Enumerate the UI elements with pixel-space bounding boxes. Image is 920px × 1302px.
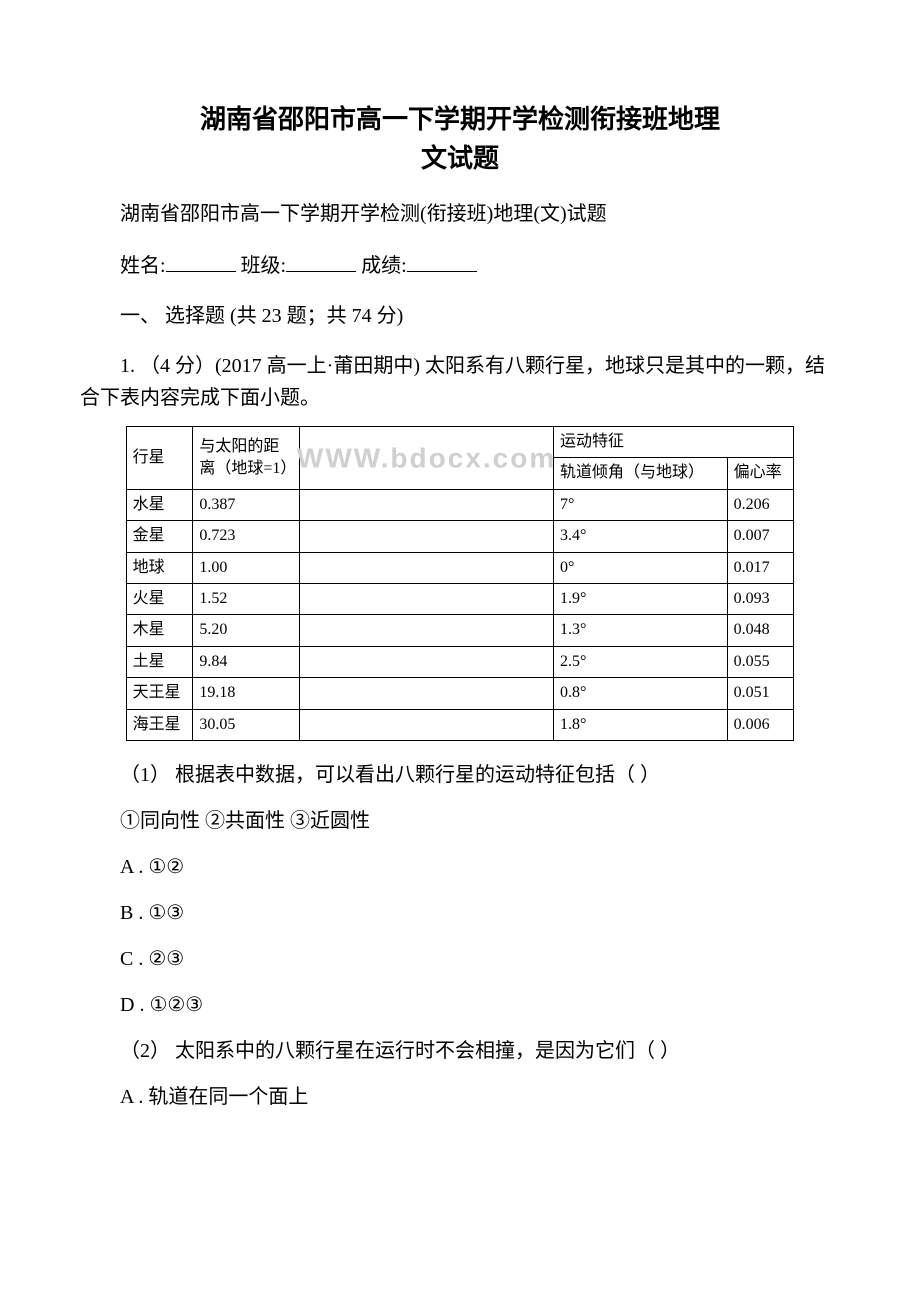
sub-question-2: （2） 太阳系中的八颗行星在运行时不会相撞，是因为它们（ ）	[80, 1035, 840, 1067]
planets-table: 行星 与太阳的距离（地球=1） WWW.bdocx.com 运动特征 轨道倾角（…	[126, 426, 795, 741]
table-row: 金星 0.723 3.4° 0.007	[126, 521, 794, 552]
table-row: 水星 0.387 7° 0.206	[126, 489, 794, 520]
cell-planet: 火星	[126, 583, 193, 614]
cell-angle: 0.8°	[553, 678, 727, 709]
header-motion: 运动特征	[553, 427, 793, 458]
cell-planet: 海王星	[126, 709, 193, 740]
cell-planet: 木星	[126, 615, 193, 646]
cell-ecc: 0.206	[727, 489, 794, 520]
score-label: 成绩:	[361, 255, 407, 277]
question-1-stem: 1. （4 分）(2017 高一上·莆田期中) 太阳系有八颗行星，地球只是其中的…	[80, 350, 840, 414]
option-a-1: A . ①②	[80, 851, 840, 883]
header-angle: 轨道倾角（与地球）	[553, 458, 727, 489]
title-line-1: 湖南省邵阳市高一下学期开学检测衔接班地理	[200, 105, 720, 134]
cell-spacer	[300, 489, 554, 520]
cell-distance: 9.84	[193, 646, 300, 677]
cell-ecc: 0.006	[727, 709, 794, 740]
option-b-1: B . ①③	[80, 897, 840, 929]
name-label: 姓名:	[120, 255, 166, 277]
cell-angle: 1.9°	[553, 583, 727, 614]
option-a-2: A . 轨道在同一个面上	[80, 1081, 840, 1113]
table-row: 天王星 19.18 0.8° 0.051	[126, 678, 794, 709]
student-info-line: 姓名: 班级: 成绩:	[80, 248, 840, 282]
cell-distance: 1.00	[193, 552, 300, 583]
page-title: 湖南省邵阳市高一下学期开学检测衔接班地理 文试题	[80, 100, 840, 178]
cell-distance: 1.52	[193, 583, 300, 614]
option-d-1: D . ①②③	[80, 989, 840, 1021]
cell-angle: 3.4°	[553, 521, 727, 552]
class-blank	[286, 248, 356, 272]
cell-angle: 2.5°	[553, 646, 727, 677]
table-row: 木星 5.20 1.3° 0.048	[126, 615, 794, 646]
cell-distance: 0.387	[193, 489, 300, 520]
cell-angle: 1.3°	[553, 615, 727, 646]
section-header: 一、 选择题 (共 23 题；共 74 分)	[80, 300, 840, 332]
cell-spacer	[300, 552, 554, 583]
cell-planet: 水星	[126, 489, 193, 520]
cell-ecc: 0.093	[727, 583, 794, 614]
cell-planet: 金星	[126, 521, 193, 552]
cell-angle: 7°	[553, 489, 727, 520]
score-blank	[407, 248, 477, 272]
table-row: 土星 9.84 2.5° 0.055	[126, 646, 794, 677]
cell-distance: 5.20	[193, 615, 300, 646]
cell-angle: 1.8°	[553, 709, 727, 740]
table-header-row-1: 行星 与太阳的距离（地球=1） WWW.bdocx.com 运动特征	[126, 427, 794, 458]
cell-distance: 19.18	[193, 678, 300, 709]
cell-ecc: 0.007	[727, 521, 794, 552]
cell-ecc: 0.055	[727, 646, 794, 677]
table-row: 火星 1.52 1.9° 0.093	[126, 583, 794, 614]
header-distance: 与太阳的距离（地球=1）	[193, 427, 300, 490]
cell-planet: 地球	[126, 552, 193, 583]
cell-spacer	[300, 646, 554, 677]
option-c-1: C . ②③	[80, 943, 840, 975]
header-ecc: 偏心率	[727, 458, 794, 489]
cell-spacer	[300, 678, 554, 709]
table-row: 海王星 30.05 1.8° 0.006	[126, 709, 794, 740]
cell-angle: 0°	[553, 552, 727, 583]
cell-spacer	[300, 709, 554, 740]
cell-planet: 天王星	[126, 678, 193, 709]
cell-spacer	[300, 583, 554, 614]
subtitle: 湖南省邵阳市高一下学期开学检测(衔接班)地理(文)试题	[80, 198, 840, 230]
cell-distance: 30.05	[193, 709, 300, 740]
header-planet: 行星	[126, 427, 193, 490]
cell-ecc: 0.051	[727, 678, 794, 709]
sub-question-1: （1） 根据表中数据，可以看出八颗行星的运动特征包括（ ）	[80, 759, 840, 791]
name-blank	[166, 248, 236, 272]
watermark-text: WWW.bdocx.com	[297, 438, 556, 477]
cell-distance: 0.723	[193, 521, 300, 552]
cell-spacer	[300, 615, 554, 646]
title-line-2: 文试题	[421, 144, 499, 173]
table-row: 地球 1.00 0° 0.017	[126, 552, 794, 583]
cell-ecc: 0.048	[727, 615, 794, 646]
choices-line: ①同向性 ②共面性 ③近圆性	[80, 805, 840, 837]
class-label: 班级:	[241, 255, 287, 277]
cell-ecc: 0.017	[727, 552, 794, 583]
header-spacer: WWW.bdocx.com	[300, 427, 554, 490]
cell-spacer	[300, 521, 554, 552]
cell-planet: 土星	[126, 646, 193, 677]
